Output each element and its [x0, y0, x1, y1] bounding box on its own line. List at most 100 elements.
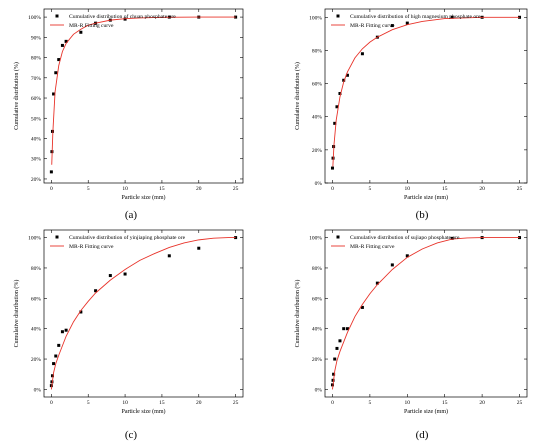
y-tick-label: 60% — [31, 296, 42, 302]
legend-point-swatch — [55, 14, 59, 18]
y-tick-label: 80% — [312, 266, 323, 272]
x-tick-label: 0 — [331, 186, 334, 192]
y-axis-title: Cumulative distribution (%) — [13, 280, 20, 348]
data-point — [330, 383, 334, 387]
y-tick-label: 30% — [31, 157, 42, 163]
data-point — [405, 254, 409, 258]
x-tick-label: 5 — [87, 400, 90, 406]
data-point — [390, 24, 394, 28]
data-point — [345, 327, 349, 331]
fitting-curve-line — [332, 237, 520, 390]
data-point — [108, 274, 112, 278]
data-point — [342, 78, 346, 82]
data-point — [50, 374, 54, 378]
y-axis-title: Cumulative distribution (%) — [13, 62, 20, 130]
legend-entry: MR-R Fitting curve — [350, 23, 395, 29]
y-tick-label: 40% — [312, 327, 323, 333]
y-axis-title: Cumulative distribution (%) — [294, 280, 301, 348]
legend-entry: MR-R Fitting curve — [69, 23, 114, 29]
y-tick-label: 100% — [28, 236, 41, 242]
x-tick-label: 10 — [405, 400, 411, 406]
data-point — [60, 330, 64, 334]
y-tick-label: 20% — [31, 357, 42, 363]
x-axis-title: Particle size (mm) — [404, 408, 448, 415]
x-tick-label: 15 — [442, 400, 448, 406]
y-tick-label: 60% — [312, 296, 323, 302]
legend-point-swatch — [55, 235, 59, 239]
data-point — [331, 378, 335, 382]
y-tick-label: 40% — [31, 327, 42, 333]
panel-label: (a) — [125, 209, 138, 221]
data-point — [57, 58, 61, 62]
data-point — [79, 310, 83, 314]
data-point — [167, 254, 171, 258]
plot-frame — [43, 8, 244, 184]
data-point — [342, 327, 346, 331]
data-point — [49, 384, 53, 388]
data-point — [390, 263, 394, 267]
data-point — [197, 246, 201, 250]
x-tick-label: 20 — [196, 400, 202, 406]
y-tick-label: 60% — [312, 82, 323, 88]
data-point — [335, 346, 339, 350]
x-tick-label: 20 — [479, 400, 485, 406]
legend-point-swatch — [336, 235, 340, 239]
data-point — [94, 289, 98, 293]
x-axis-title: Particle size (mm) — [122, 194, 166, 201]
data-point — [333, 357, 337, 361]
data-point — [450, 236, 454, 240]
data-point — [64, 39, 68, 43]
data-point — [338, 92, 342, 96]
x-tick-label: 25 — [233, 186, 239, 192]
data-point — [64, 328, 68, 332]
data-point — [450, 15, 454, 19]
data-point — [405, 21, 409, 25]
y-tick-label: 100% — [309, 15, 322, 21]
plot-frame — [324, 229, 528, 398]
plot-frame — [43, 229, 244, 398]
x-axis-title: Particle size (mm) — [404, 194, 448, 201]
data-point — [54, 354, 58, 358]
y-tick-label: 80% — [31, 266, 42, 272]
y-tick-label: 100% — [28, 15, 41, 21]
y-tick-label: 20% — [312, 148, 323, 154]
data-point — [345, 73, 349, 77]
panel-label: (b) — [416, 209, 429, 221]
data-point — [375, 281, 379, 285]
data-point — [333, 121, 337, 125]
data-point — [332, 372, 336, 376]
legend-point-swatch — [336, 14, 340, 18]
y-tick-label: 0% — [315, 387, 323, 393]
y-tick-label: 0% — [315, 181, 323, 187]
x-tick-label: 10 — [405, 186, 411, 192]
y-tick-label: 100% — [309, 236, 322, 242]
data-point — [57, 343, 61, 347]
y-tick-label: 0% — [34, 387, 42, 393]
x-tick-label: 20 — [196, 186, 202, 192]
y-tick-label: 80% — [312, 48, 323, 54]
x-tick-label: 0 — [50, 186, 53, 192]
panel-label: (d) — [416, 429, 429, 441]
x-tick-label: 25 — [517, 186, 523, 192]
y-tick-label: 20% — [312, 357, 323, 363]
y-axis-title: Cumulative distribution (%) — [294, 62, 301, 130]
x-tick-label: 5 — [369, 400, 372, 406]
x-tick-label: 5 — [87, 186, 90, 192]
y-tick-label: 20% — [31, 177, 42, 183]
data-point — [60, 43, 64, 47]
data-point — [360, 305, 364, 309]
data-point — [49, 170, 53, 174]
x-tick-label: 0 — [331, 400, 334, 406]
y-tick-label: 80% — [31, 56, 42, 62]
data-point — [360, 52, 364, 56]
legend-entry: Cumulative distribution of high magnesiu… — [350, 13, 481, 20]
data-point — [52, 92, 56, 96]
fitting-curve-line — [51, 16, 236, 165]
data-point — [52, 362, 56, 366]
data-point — [54, 71, 58, 75]
x-tick-label: 5 — [369, 186, 372, 192]
fitting-curve-line — [332, 16, 520, 167]
legend-entry: MR-R Fitting curve — [69, 244, 114, 250]
y-tick-label: 60% — [31, 96, 42, 102]
